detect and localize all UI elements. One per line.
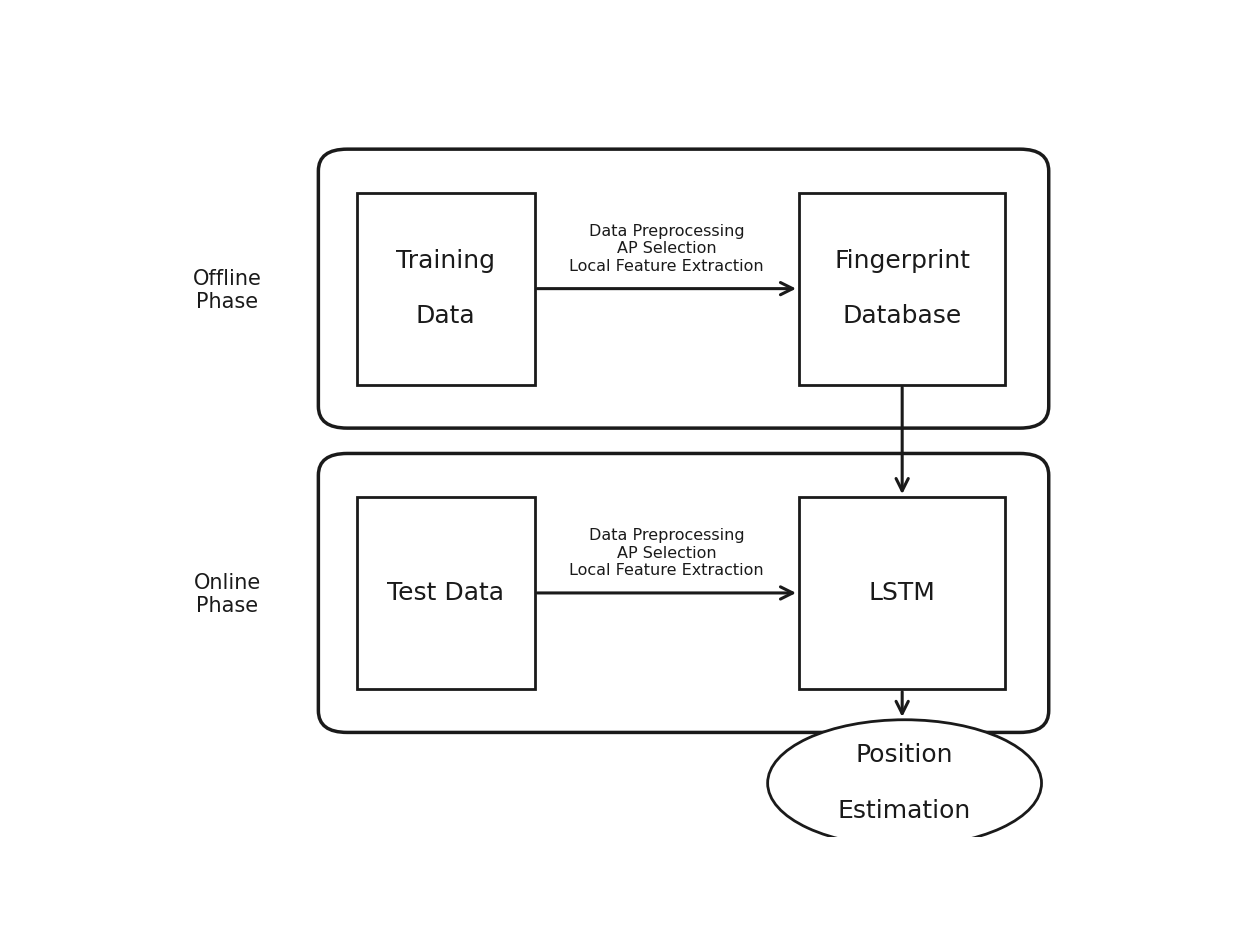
FancyBboxPatch shape <box>319 454 1049 732</box>
Ellipse shape <box>768 720 1042 847</box>
FancyBboxPatch shape <box>799 193 1006 385</box>
FancyBboxPatch shape <box>357 497 534 689</box>
Text: Offline
Phase: Offline Phase <box>192 269 262 312</box>
Text: Training

Data: Training Data <box>397 248 495 328</box>
Text: Data Preprocessing
AP Selection
Local Feature Extraction: Data Preprocessing AP Selection Local Fe… <box>569 528 764 578</box>
Text: Data Preprocessing
AP Selection
Local Feature Extraction: Data Preprocessing AP Selection Local Fe… <box>569 224 764 274</box>
FancyBboxPatch shape <box>357 193 534 385</box>
Text: Online
Phase: Online Phase <box>193 573 260 616</box>
FancyBboxPatch shape <box>799 497 1006 689</box>
FancyBboxPatch shape <box>319 150 1049 428</box>
Text: Test Data: Test Data <box>387 581 505 605</box>
Text: Position

Estimation: Position Estimation <box>838 743 971 823</box>
Text: LSTM: LSTM <box>869 581 936 605</box>
Text: Fingerprint

Database: Fingerprint Database <box>835 248 970 328</box>
